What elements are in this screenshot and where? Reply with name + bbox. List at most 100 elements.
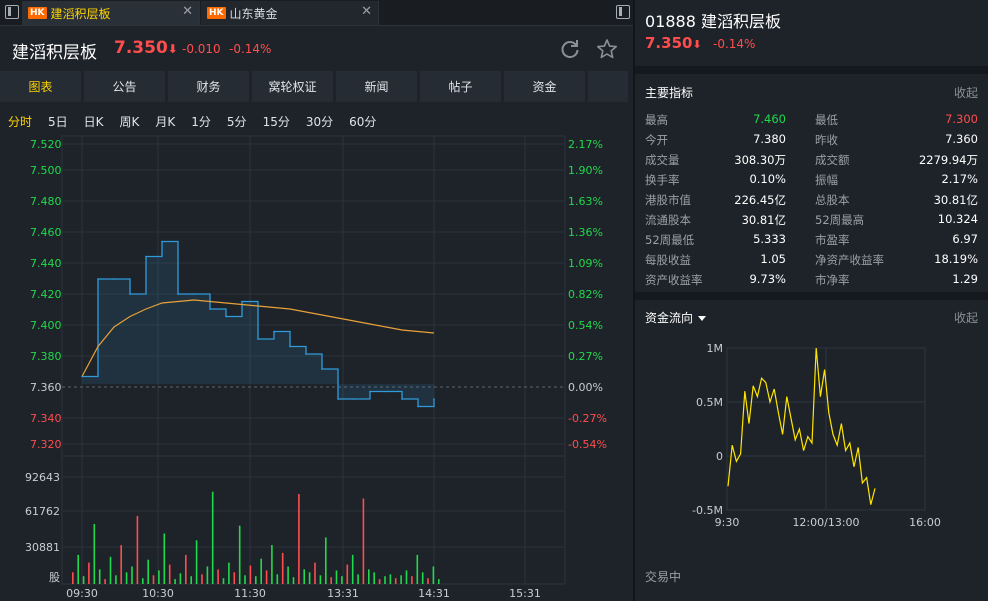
metric-value: 30.81亿 [933,193,978,207]
period-intraday[interactable]: 分时 [8,115,33,129]
tab-posts[interactable]: 帖子 [420,71,501,102]
tab-warrants[interactable]: 窝轮权证 [252,71,333,102]
volume-bar [109,556,112,584]
period-5day[interactable]: 5日 [48,115,68,129]
y-tick-label: 7.400 [30,319,62,332]
volume-bar [411,576,413,584]
metric-label: 52周最低 [645,233,695,247]
flow-y-tick: -0.5M [692,504,723,517]
y-tick-label: 7.320 [30,438,62,451]
period-5min[interactable]: 5分 [226,115,247,129]
volume-bar [88,562,90,584]
metric-label: 流通股本 [645,213,691,227]
right-panel-toggle-icon[interactable] [616,5,630,19]
metric-value: 5.333 [753,232,786,246]
metric-value: 226.45亿 [734,193,786,207]
volume-bar [163,533,166,584]
capital-flow-dropdown[interactable]: 资金流向 [645,309,707,326]
tab-capital[interactable]: 资金 [504,71,585,102]
metric-value: 18.19% [934,252,978,266]
volume-bar [217,569,219,584]
price-point [433,398,435,400]
period-15min[interactable]: 15分 [262,115,290,129]
tab-chart[interactable]: 图表 [0,71,81,102]
price-point [177,293,179,295]
capital-flow-chart: 1M 0.5M 0 -0.5M9:30 12:00/13:00 16:00 [692,342,941,529]
volume-bar [82,576,85,584]
volume-bar [265,570,268,584]
price-point [353,398,355,400]
volume-bar [158,570,160,584]
volume-bar [432,566,435,584]
volume-bar [330,577,332,584]
period-30min[interactable]: 30分 [305,115,334,129]
flow-x-tick: 12:00/13:00 [792,516,859,529]
flow-collapse-button[interactable]: 收起 [953,311,978,325]
volume-bar [255,576,257,584]
metric-row: 港股市值 226.45亿 总股本 30.81亿 [645,190,978,210]
volume-bar [190,576,192,584]
left-panel-toggle-icon[interactable] [5,5,19,19]
pct-tick-label: 1.90% [568,164,603,177]
volume-bar [357,574,359,584]
volume-bar [72,572,74,584]
period-weekly[interactable]: 周K [119,115,140,129]
time-tick-label: 09:30 [66,587,98,600]
volume-bar [400,575,402,584]
volume-bar [368,569,370,584]
volume-bar [292,577,295,584]
period-daily[interactable]: 日K [83,115,104,129]
price-point [289,345,291,348]
volume-bar [131,566,133,584]
price-point [129,293,131,295]
period-60min[interactable]: 60分 [349,115,377,129]
y-tick-label: 7.520 [30,138,62,151]
tab-stock-1[interactable]: HK 建滔积层板 ✕ [22,1,200,25]
close-icon[interactable]: ✕ [182,4,193,19]
volume-tick-label: 92643 [25,471,60,484]
metric-value: 10.324 [937,212,978,226]
metric-value: 2279.94万 [918,153,978,167]
metric-label: 最低 [815,113,838,127]
volume-tick-label: 30881 [25,541,60,554]
star-icon[interactable] [596,38,618,60]
metric-value: 6.97 [952,232,978,246]
metric-value: 7.360 [945,132,978,146]
metric-value: 7.300 [945,112,978,126]
metric-value: 9.73% [749,272,786,286]
tab-news[interactable]: 新闻 [336,71,417,102]
tab-stock-2[interactable]: HK 山东黄金 ✕ [201,1,379,25]
y-tick-label: 7.460 [30,226,62,239]
pane-divider[interactable] [633,0,635,601]
metric-value: 30.81亿 [741,213,786,227]
pct-tick-label: 1.09% [568,257,603,270]
tab-announcements[interactable]: 公告 [84,71,165,102]
price-point [417,405,419,408]
metric-row: 52周最低 5.333 市盈率 6.97 [645,230,978,250]
time-tick-label: 15:31 [509,587,541,600]
period-monthly[interactable]: 月K [155,115,176,129]
intraday-chart[interactable]: 7.520 7.500 7.480 7.460 7.440 7.420 7.400 7.380… [0,0,633,601]
tab-financials[interactable]: 财务 [168,71,249,102]
y-tick-label: 7.340 [30,412,62,425]
price-point [145,255,147,258]
volume-bar [179,573,182,584]
volume-bar [394,578,397,584]
refresh-icon[interactable] [559,38,581,60]
tab-more[interactable] [588,71,628,102]
stock-price: 7.350⬇ [114,38,178,58]
volume-tick-label: 61762 [25,505,60,518]
metrics-collapse-button[interactable]: 收起 [953,86,978,100]
close-icon[interactable]: ✕ [361,4,372,19]
volume-bar [142,578,144,584]
stock-change-pct: -0.14% [229,42,272,56]
flow-x-tick: 9:30 [715,516,740,529]
volume-bar [416,554,419,584]
volume-bar [308,572,311,584]
price-point [113,278,115,280]
right-price: 7.350⬇ [645,34,702,52]
info-pane: 01888 建滔积层板 7.350⬇ -0.14% 主要指标 收起 最高 7.46… [635,0,988,601]
metric-row: 资产收益率 9.73% 市净率 1.29 [645,270,978,290]
volume-bar [152,575,155,584]
period-1min[interactable]: 1分 [191,115,211,129]
